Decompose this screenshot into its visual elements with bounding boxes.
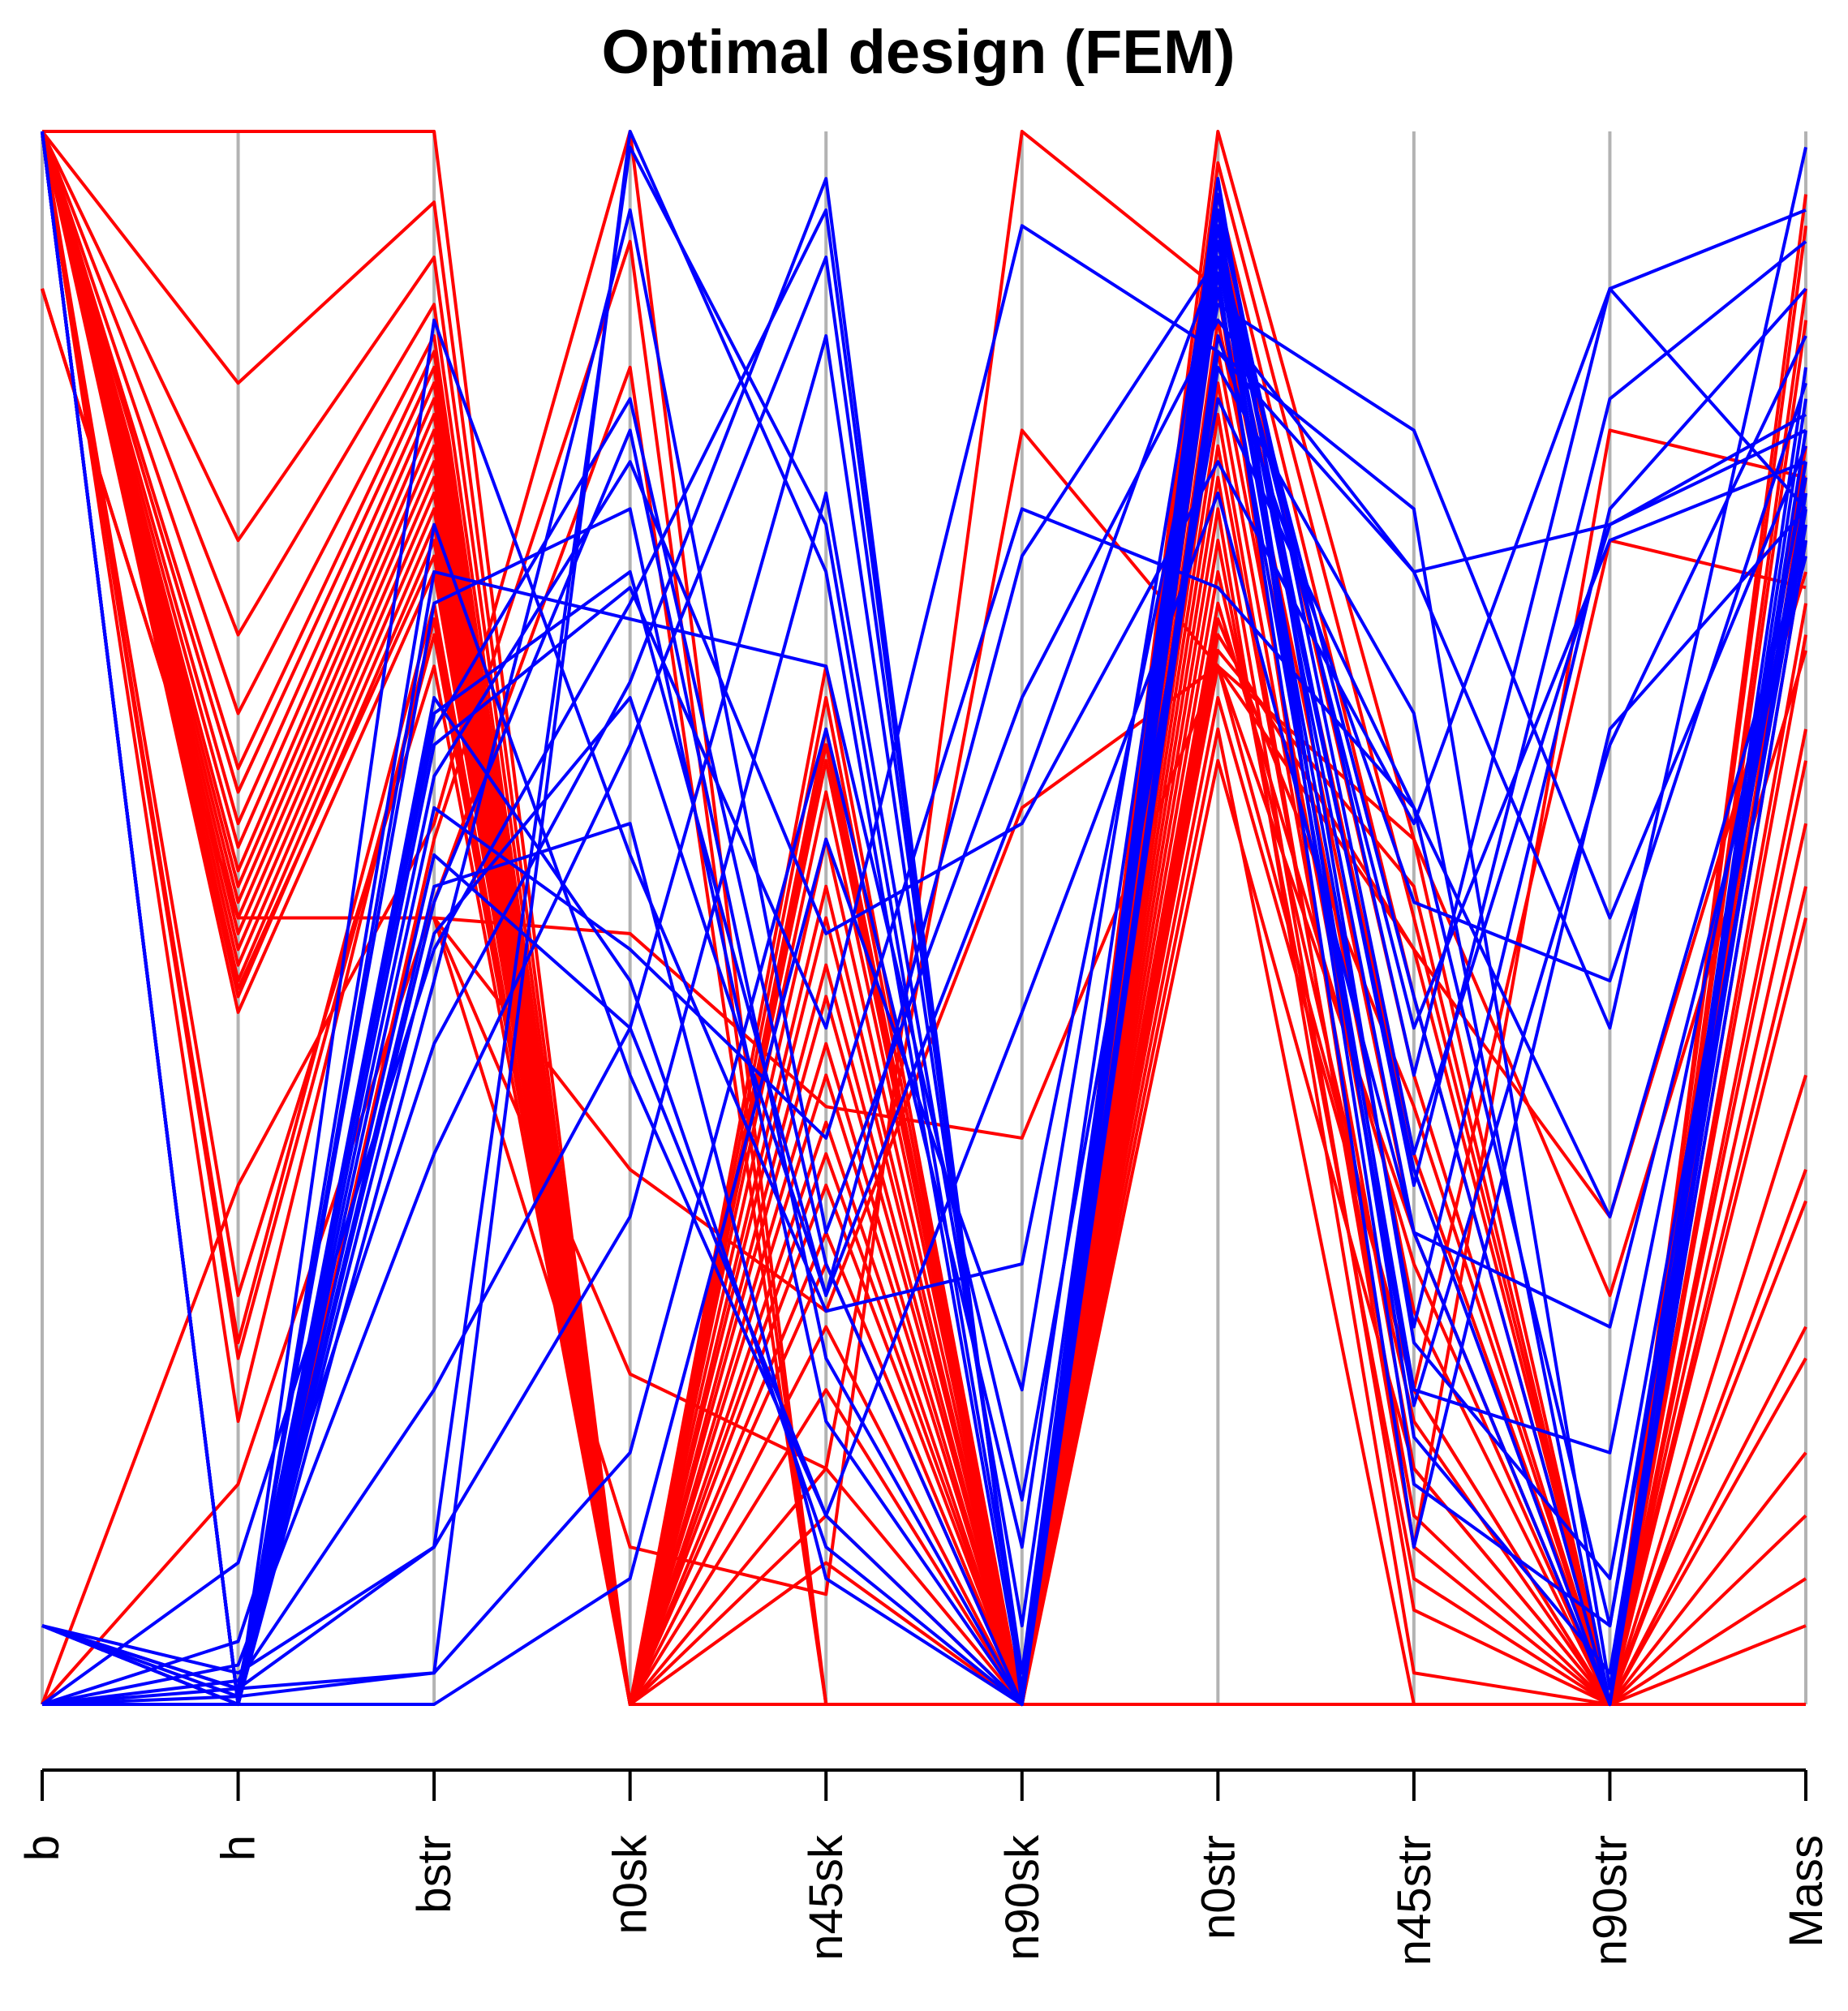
x-tick-label-n45sk: n45sk: [800, 1834, 853, 1961]
series-red: [41, 130, 1807, 1706]
series-blue-line-10: [41, 131, 1807, 1706]
series-blue-line-1: [42, 208, 1807, 1706]
series-blue-line-11: [41, 131, 1807, 1706]
series-red-line-2: [41, 131, 1807, 1706]
series-red-line-17: [41, 131, 1807, 1706]
series-blue-line-23: [41, 256, 1807, 1706]
x-tick-label-b: b: [16, 1835, 69, 1861]
bottom-axis: b h bstr n0sk n45sk n90sk n0str n45str n90str Mas…: [16, 1768, 1833, 1966]
series-blue-line-12: [41, 131, 1807, 1706]
series-blue-line-18: [41, 145, 1807, 1675]
x-tick-label-n90sk: n90sk: [996, 1834, 1049, 1961]
series-blue-line-14: [41, 131, 1807, 1706]
series-red-line-14: [41, 131, 1807, 1706]
series-blue-line-6: [41, 177, 1807, 1706]
series-red-line-15: [41, 131, 1807, 1706]
series-blue-line-3: [41, 256, 1807, 1706]
series-red-line-13: [41, 131, 1807, 1706]
x-tick-label-mass: Mass: [1780, 1835, 1833, 1948]
series-blue-line-5: [41, 256, 1807, 1706]
series-blue-line-21: [41, 224, 1807, 1706]
series-blue-line-24: [41, 239, 1807, 1706]
x-tick-label-n45str: n45str: [1388, 1835, 1441, 1966]
x-tick-label-n0sk: n0sk: [604, 1834, 657, 1935]
series-red-line-16: [41, 131, 1807, 1706]
series-layer: [41, 130, 1807, 1706]
series-blue-line-15: [41, 131, 1807, 1706]
series-red-line-19: [41, 131, 1807, 1706]
series-blue-line-9: [41, 131, 1807, 1706]
series-red-line-4: [41, 131, 1807, 1706]
x-tick-label-bstr: bstr: [408, 1835, 461, 1914]
x-tick-label-n90str: n90str: [1584, 1835, 1636, 1966]
series-blue-line-22: [41, 239, 1807, 1706]
x-tick-label-n0str: n0str: [1192, 1835, 1244, 1940]
series-blue-line-17: [41, 130, 1807, 1691]
chart-title: Optimal design (FEM): [601, 18, 1235, 87]
series-red-line-23: [41, 131, 1807, 1706]
x-tick-label-h: h: [213, 1835, 265, 1861]
series-blue: [41, 130, 1807, 1706]
series-red-line-11: [41, 131, 1807, 1706]
series-blue-line-13: [41, 131, 1807, 1706]
series-blue-line-20: [41, 177, 1807, 1706]
series-red-line-12: [41, 131, 1807, 1706]
series-red-line-27: [42, 130, 1806, 1706]
series-blue-line-4: [41, 286, 1807, 1706]
series-blue-line-8: [41, 131, 1807, 1706]
series-red-line-31: [41, 130, 1807, 1596]
series-red-line-10: [41, 131, 1807, 1706]
series-red-line-5: [41, 131, 1807, 1706]
series-red-line-1: [41, 130, 1807, 1706]
